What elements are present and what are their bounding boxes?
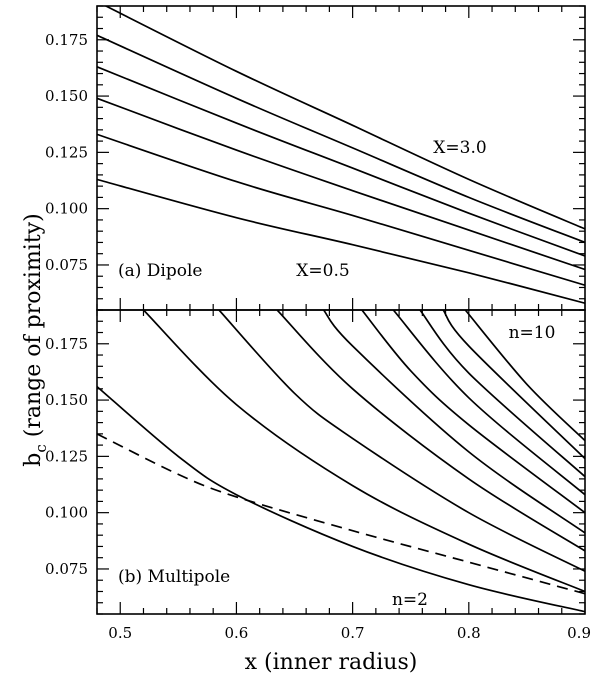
series-line (97, 97, 585, 271)
series-group (97, 6, 585, 305)
y-axis-title-rest: (range of proximity) (21, 213, 46, 444)
series-line (97, 133, 585, 287)
y-tick-label: 0.100 (45, 200, 88, 218)
y-tick-label: 0.075 (45, 256, 88, 274)
y-axis-title-subscript: c (32, 444, 50, 452)
y-tick-label: 0.125 (45, 447, 88, 465)
series-line (442, 310, 585, 460)
series-line (464, 310, 585, 442)
y-axis-title: bc (range of proximity) (21, 213, 50, 466)
series-line (97, 178, 585, 305)
panel-dipole: 0.075 0.100 0.125 0.150 0.175 (a) Dipole X=3.0… (45, 5, 586, 311)
series-line (142, 310, 585, 593)
y-tick-label: 0.100 (45, 504, 88, 522)
plot-frame (96, 309, 586, 615)
series-line (97, 385, 585, 613)
top-curve-label: n=10 (509, 323, 556, 343)
series-line (322, 310, 585, 534)
x-tick-label: 0.8 (457, 624, 481, 642)
series-line (276, 310, 585, 552)
series-group (97, 310, 585, 613)
series-line (218, 310, 585, 572)
x-tick-label: 0.5 (108, 624, 132, 642)
y-tick-label: 0.150 (45, 87, 88, 105)
series-line (419, 310, 585, 478)
top-curve-label: X=3.0 (433, 138, 486, 158)
series-line (97, 66, 585, 257)
y-tick-label: 0.175 (45, 335, 88, 353)
x-axis-title: x (inner radius) (245, 650, 418, 675)
x-tick-label: 0.6 (224, 624, 248, 642)
y-axis-title-main: b (21, 453, 46, 467)
panel-label: (b) Multipole (118, 567, 230, 587)
series-line (97, 34, 585, 244)
x-tick-label: 0.7 (341, 624, 365, 642)
series-line (392, 310, 585, 496)
x-tick-label: 0.9 (567, 624, 591, 642)
y-tick-label: 0.175 (45, 31, 88, 49)
bottom-curve-label: n=2 (392, 590, 428, 610)
panel-label: (a) Dipole (118, 261, 203, 281)
bottom-curve-label: X=0.5 (296, 261, 349, 281)
series-line (361, 310, 585, 514)
y-tick-label: 0.150 (45, 391, 88, 409)
y-tick-label: 0.125 (45, 143, 88, 161)
series-line (104, 6, 585, 230)
panel-multipole: 0.075 0.100 0.125 0.150 0.175 0.5 0.6 0.7 0.8 0.9… (45, 309, 591, 642)
y-tick-label: 0.075 (45, 560, 88, 578)
series-line-dashed (97, 433, 585, 595)
